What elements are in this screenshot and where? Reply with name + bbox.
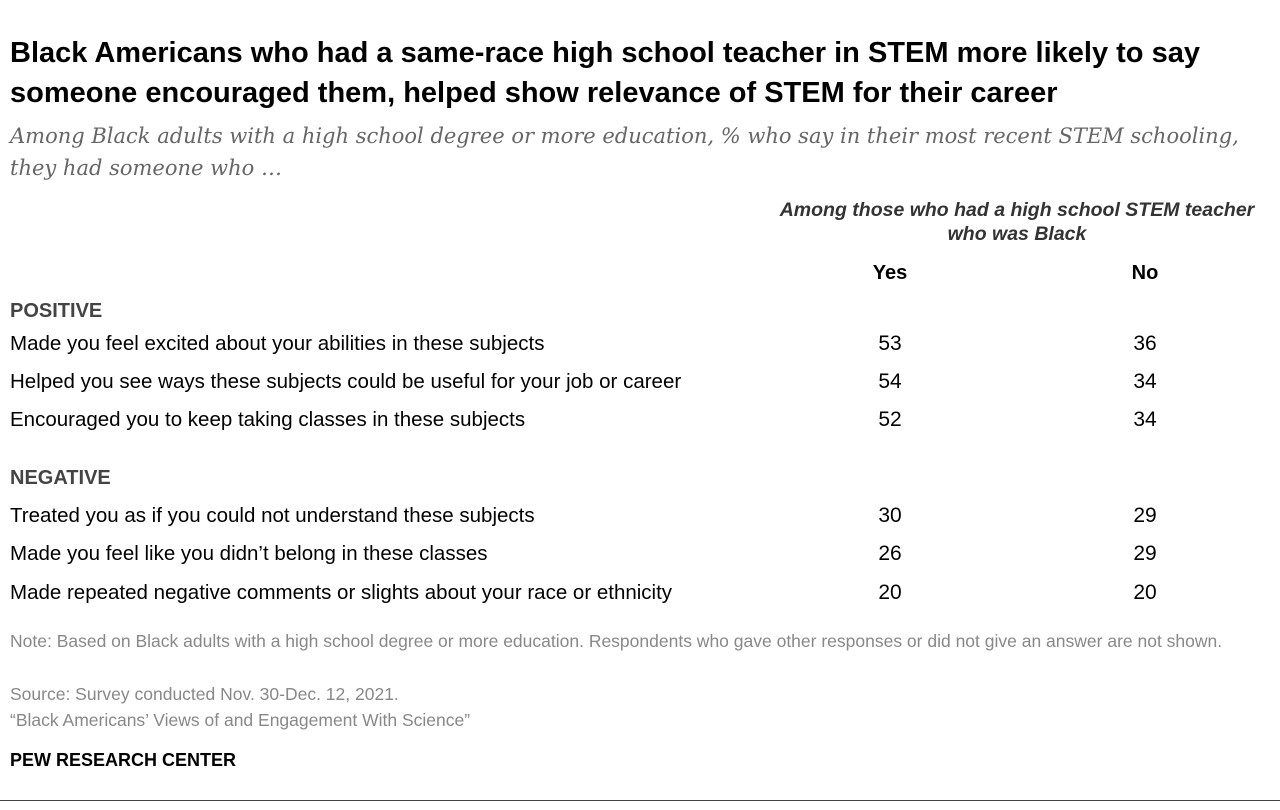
table-row: Made you feel excited about your abiliti… [0, 331, 1280, 357]
table-row: Made you feel like you didn’t belong in … [0, 541, 1280, 567]
table-row: Made repeated negative comments or sligh… [0, 580, 1280, 606]
column-header-no: No [1131, 262, 1159, 284]
value-yes: 53 [878, 332, 902, 355]
section-header-positive: POSITIVE [10, 300, 103, 322]
row-label: Made you feel like you didn’t belong in … [10, 542, 488, 565]
source-text: Source: Survey conducted Nov. 30-Dec. 12… [10, 684, 399, 704]
column-header-yes: Yes [872, 262, 908, 284]
value-yes: 30 [878, 504, 902, 527]
value-no: 36 [1133, 332, 1157, 355]
row-label: Treated you as if you could not understa… [10, 504, 535, 527]
value-no: 29 [1133, 542, 1157, 565]
table-row: Helped you see ways these subjects could… [0, 369, 1280, 395]
table-row: Treated you as if you could not understa… [0, 503, 1280, 529]
value-no: 34 [1133, 370, 1157, 393]
value-no: 34 [1133, 408, 1157, 431]
section-header-negative: NEGATIVE [10, 467, 111, 489]
note-text: Note: Based on Black adults with a high … [10, 631, 1223, 651]
bottom-divider [0, 800, 1280, 801]
row-label: Encouraged you to keep taking classes in… [10, 408, 526, 431]
value-yes: 52 [878, 408, 902, 431]
table-row: Encouraged you to keep taking classes in… [0, 407, 1280, 433]
value-no: 20 [1133, 581, 1157, 604]
chart-title: Black Americans who had a same-race high… [10, 37, 1200, 109]
value-yes: 20 [878, 581, 902, 604]
value-no: 29 [1133, 504, 1157, 527]
value-yes: 26 [878, 542, 902, 565]
row-label: Made you feel excited about your abiliti… [10, 332, 545, 355]
row-label: Helped you see ways these subjects could… [10, 370, 682, 393]
row-label: Made repeated negative comments or sligh… [10, 581, 673, 604]
pew-logo-text: PEW RESEARCH CENTER [10, 750, 237, 770]
chart-subtitle: Among Black adults with a high school de… [10, 124, 1239, 180]
report-title-text: “Black Americans’ Views of and Engagemen… [10, 710, 471, 730]
value-yes: 54 [878, 370, 902, 393]
column-group-header: Among those who had a high school STEM t… [779, 199, 1255, 245]
